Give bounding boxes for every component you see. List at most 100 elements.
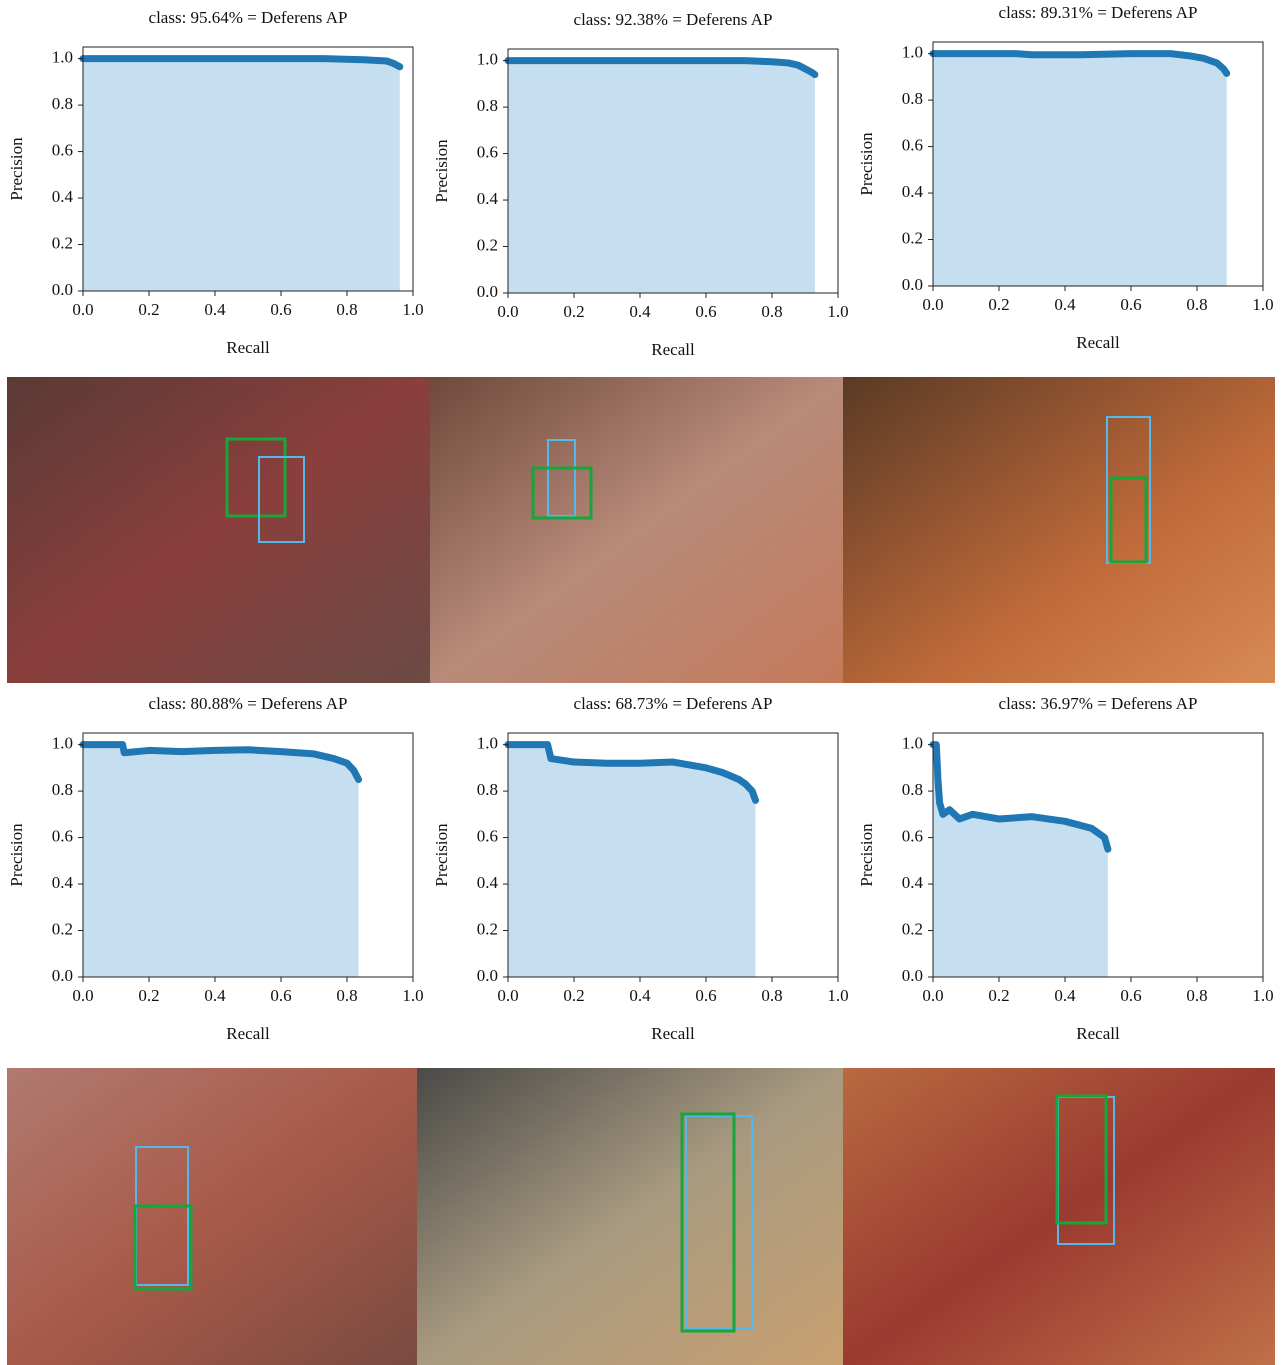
x-tick-label: 0.2 xyxy=(988,295,1009,314)
x-tick-label: 0.0 xyxy=(497,986,518,1005)
x-tick-label: 0.8 xyxy=(336,986,357,1005)
ground-truth-box xyxy=(680,1112,736,1333)
x-tick-label: 0.0 xyxy=(922,295,943,314)
pr-curve xyxy=(79,55,404,71)
surgical-photo xyxy=(843,377,1275,683)
y-tick-label: 0.6 xyxy=(477,142,498,161)
pr-chart: class: 80.88% = Deferens AP Recall Precisi… xyxy=(7,694,424,1043)
y-axis-label: Precision xyxy=(7,137,26,201)
axes-frame xyxy=(82,732,414,978)
x-tick-label: 0.6 xyxy=(270,300,291,319)
x-axis-label: Recall xyxy=(226,1024,270,1043)
y-tick-label: 1.0 xyxy=(52,48,73,67)
surgical-photo xyxy=(417,1068,843,1365)
y-tick-label: 0.0 xyxy=(902,966,923,985)
x-tick-label: 0.4 xyxy=(1054,986,1076,1005)
ground-truth-box xyxy=(225,437,287,518)
area-fill xyxy=(83,744,359,977)
y-tick-label: 0.8 xyxy=(477,96,498,115)
axes-frame xyxy=(932,41,1264,287)
photo-row-1 xyxy=(7,377,1275,683)
y-tick-label: 0.4 xyxy=(902,873,924,892)
y-tick-label: 0.2 xyxy=(52,919,73,938)
ground-truth-box xyxy=(1109,476,1148,564)
y-tick-label: 0.0 xyxy=(902,275,923,294)
y-tick-label: 0.6 xyxy=(902,826,923,845)
y-tick-label: 0.8 xyxy=(902,89,923,108)
y-tick-label: 0.6 xyxy=(52,826,73,845)
pr-chart: class: 95.64% = Deferens AP Recall Precisi… xyxy=(7,8,424,357)
y-tick-label: 1.0 xyxy=(52,734,73,753)
y-tick-label: 0.0 xyxy=(52,280,73,299)
x-tick-label: 0.2 xyxy=(563,986,584,1005)
chart-title: class: 36.97% = Deferens AP xyxy=(999,694,1198,713)
y-axis-label: Precision xyxy=(857,132,876,196)
x-tick-label: 0.8 xyxy=(761,986,782,1005)
area-fill xyxy=(83,58,400,291)
y-tick-label: 1.0 xyxy=(902,43,923,62)
photo-row-2 xyxy=(7,1068,1275,1365)
x-tick-label: 0.4 xyxy=(1054,295,1076,314)
y-tick-label: 0.8 xyxy=(52,780,73,799)
axes-frame xyxy=(82,46,414,292)
y-tick-label: 0.8 xyxy=(477,780,498,799)
area-fill xyxy=(508,60,815,293)
y-tick-label: 0.2 xyxy=(52,233,73,252)
x-tick-label: 1.0 xyxy=(402,986,423,1005)
y-tick-label: 0.2 xyxy=(477,235,498,254)
x-axis-label: Recall xyxy=(651,340,695,359)
x-tick-label: 0.6 xyxy=(695,986,716,1005)
y-axis-label: Precision xyxy=(7,823,26,887)
axes-frame xyxy=(932,732,1264,978)
x-tick-label: 0.2 xyxy=(138,986,159,1005)
x-tick-label: 0.8 xyxy=(761,302,782,321)
chart-title: class: 95.64% = Deferens AP xyxy=(149,8,348,27)
y-tick-label: 0.4 xyxy=(477,189,499,208)
surgical-photo xyxy=(430,377,843,683)
axes-frame xyxy=(507,732,839,978)
x-tick-label: 1.0 xyxy=(827,986,848,1005)
y-tick-label: 0.8 xyxy=(52,94,73,113)
axes-frame xyxy=(507,48,839,294)
x-tick-label: 0.0 xyxy=(922,986,943,1005)
x-tick-label: 0.0 xyxy=(497,302,518,321)
x-tick-label: 0.6 xyxy=(1120,295,1141,314)
pr-curve xyxy=(79,741,363,783)
x-tick-label: 0.8 xyxy=(1186,295,1207,314)
x-tick-label: 0.6 xyxy=(695,302,716,321)
x-axis-label: Recall xyxy=(651,1024,695,1043)
x-tick-label: 0.8 xyxy=(336,300,357,319)
y-tick-label: 0.4 xyxy=(902,182,924,201)
y-tick-label: 0.0 xyxy=(477,966,498,985)
y-axis-label: Precision xyxy=(857,823,876,887)
x-tick-label: 0.0 xyxy=(72,986,93,1005)
chart-title: class: 92.38% = Deferens AP xyxy=(574,10,773,29)
pr-chart: class: 89.31% = Deferens AP Recall Precisi… xyxy=(857,3,1274,352)
x-tick-label: 0.8 xyxy=(1186,986,1207,1005)
y-tick-label: 0.4 xyxy=(477,873,499,892)
y-axis-label: Precision xyxy=(432,139,451,203)
ground-truth-box xyxy=(133,1204,193,1291)
pr-curve xyxy=(504,741,759,804)
x-tick-label: 0.2 xyxy=(138,300,159,319)
ground-truth-box xyxy=(531,466,593,520)
x-tick-label: 1.0 xyxy=(402,300,423,319)
x-tick-label: 0.6 xyxy=(1120,986,1141,1005)
y-tick-label: 1.0 xyxy=(477,734,498,753)
y-tick-label: 0.4 xyxy=(52,187,74,206)
x-axis-label: Recall xyxy=(226,338,270,357)
x-tick-label: 0.4 xyxy=(204,300,226,319)
x-axis-label: Recall xyxy=(1076,333,1120,352)
x-tick-label: 1.0 xyxy=(827,302,848,321)
y-tick-label: 0.8 xyxy=(902,780,923,799)
surgical-photo xyxy=(7,377,430,683)
y-tick-label: 0.6 xyxy=(52,140,73,159)
prediction-box xyxy=(685,1115,753,1330)
x-axis-label: Recall xyxy=(1076,1024,1120,1043)
y-tick-label: 0.2 xyxy=(477,919,498,938)
pr-curve xyxy=(929,741,1112,853)
ground-truth-box xyxy=(1055,1094,1108,1225)
y-tick-label: 0.6 xyxy=(477,826,498,845)
y-tick-label: 0.2 xyxy=(902,228,923,247)
